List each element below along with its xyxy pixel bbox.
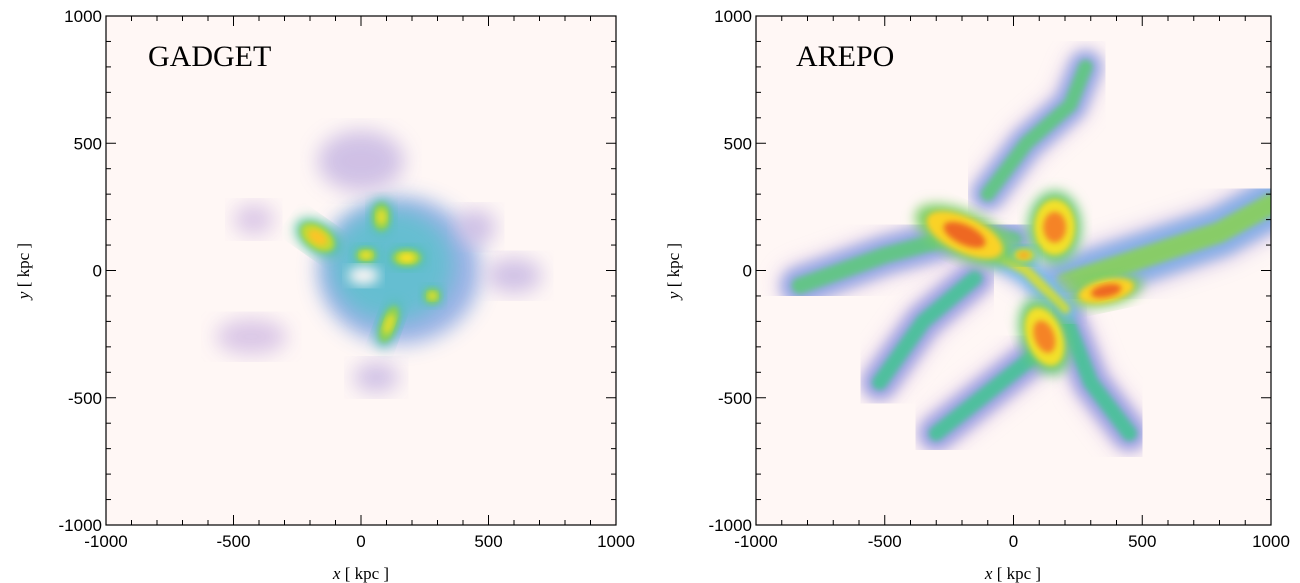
x-tick-label: 500 — [1128, 532, 1156, 551]
x-tick-label: -1000 — [84, 532, 127, 551]
y-tick-label: -500 — [718, 389, 752, 408]
x-ticks: -1000 -500 0 500 1000 — [84, 16, 635, 551]
y-tick-label: 0 — [743, 262, 752, 281]
density-map — [215, 130, 543, 393]
x-ticks: -1000 -500 0 500 1000 — [734, 16, 1290, 551]
y-tick-label: 1000 — [714, 7, 752, 26]
y-axis-title: y [ kpc ] — [14, 243, 33, 301]
filament-core — [872, 270, 983, 391]
x-tick-label: -500 — [868, 532, 902, 551]
y-tick-label: -500 — [68, 389, 102, 408]
filament-core — [928, 344, 1047, 441]
density-clump — [388, 247, 426, 269]
panel-label: GADGET — [148, 40, 271, 73]
density-clump — [1010, 246, 1038, 264]
density-clump — [369, 198, 394, 236]
x-tick-label: 1000 — [1252, 532, 1290, 551]
panel-label: AREPO — [796, 40, 894, 73]
filament-core — [1054, 193, 1271, 294]
density-clump — [1018, 298, 1071, 375]
density-clump — [1070, 274, 1143, 308]
y-tick-label: -1000 — [59, 516, 102, 535]
density-clump — [421, 286, 444, 306]
x-tick-label: 1000 — [597, 532, 635, 551]
density-clump — [915, 204, 1015, 266]
y-tick-label: 500 — [74, 134, 102, 153]
density-clump — [1027, 190, 1082, 264]
filament-core — [980, 59, 1093, 202]
y-tick-label: 0 — [93, 262, 102, 281]
x-axis-title: x [ kpc ] — [984, 564, 1041, 583]
density-blob — [233, 204, 275, 235]
density-blob — [215, 318, 288, 355]
density-clump — [295, 218, 340, 257]
density-blob — [455, 209, 497, 246]
density-clump — [375, 300, 403, 348]
y-axis-title: y [ kpc ] — [664, 243, 683, 301]
panel-gadget: -1000 -500 0 500 1000 -1000 -500 0 500 1000 GADG… — [14, 7, 635, 583]
y-tick-label: 500 — [724, 134, 752, 153]
x-tick-label: 500 — [474, 532, 502, 551]
y-ticks: -1000 -500 0 500 1000 — [59, 7, 616, 535]
x-axis-title: x [ kpc ] — [332, 564, 389, 583]
density-blob — [485, 257, 543, 294]
panel-arepo: -1000 -500 0 500 1000 -1000 -500 0 500 1000 AREP… — [664, 7, 1290, 583]
density-map — [777, 47, 1271, 455]
x-tick-label: 0 — [356, 532, 365, 551]
density-clump — [352, 245, 380, 265]
x-tick-label: 0 — [1009, 532, 1018, 551]
y-tick-label: -1000 — [709, 516, 752, 535]
filament-core — [1057, 308, 1137, 441]
y-tick-label: 1000 — [64, 7, 102, 26]
density-void — [348, 266, 379, 285]
x-tick-label: -500 — [216, 532, 250, 551]
density-blob — [353, 362, 400, 393]
x-tick-label: -1000 — [734, 532, 777, 551]
density-blob — [317, 130, 405, 192]
y-ticks: -1000 -500 0 500 1000 — [709, 7, 1271, 535]
